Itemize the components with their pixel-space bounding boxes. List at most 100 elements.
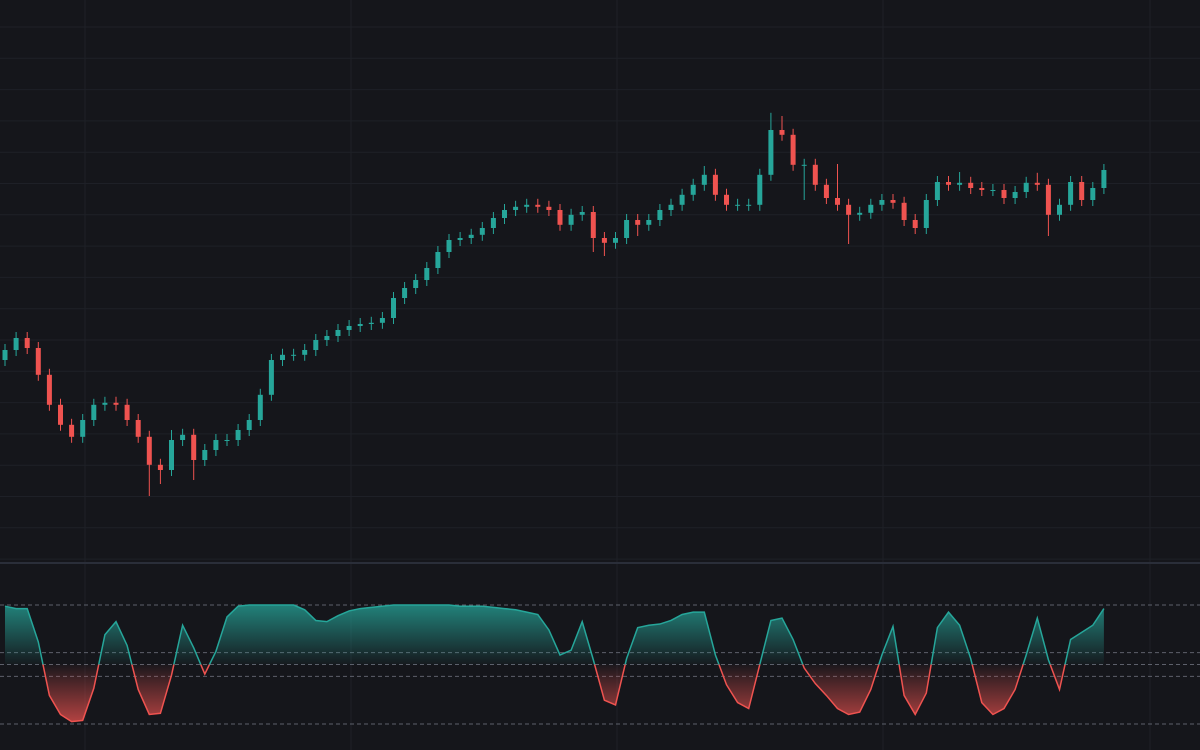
candle-body: [946, 182, 951, 185]
candle-body: [391, 298, 396, 318]
candle-body: [757, 174, 763, 205]
candle-body: [479, 228, 485, 235]
candle-body: [668, 204, 674, 210]
candle-body: [1001, 190, 1007, 198]
candle-body: [24, 338, 30, 348]
candle-body: [790, 134, 796, 165]
candle-body: [424, 268, 430, 280]
area-fill-down: [5, 664, 1104, 722]
candle-body: [990, 190, 996, 191]
candle-body: [235, 430, 241, 440]
candle-body: [180, 434, 186, 440]
candle-body: [868, 204, 874, 213]
candle-body: [13, 338, 19, 350]
candle-body: [901, 202, 907, 220]
candle-body: [335, 330, 341, 336]
candle-body: [679, 194, 685, 205]
candle-body: [446, 240, 452, 252]
candle-body: [157, 464, 163, 470]
candle-body: [1012, 192, 1018, 198]
candle-body: [1023, 182, 1029, 192]
price-pane: [2, 112, 1107, 496]
candle-body: [135, 420, 141, 437]
candle-body: [246, 420, 252, 430]
candle-body: [169, 440, 174, 470]
candle-body: [513, 206, 519, 210]
candle-body: [313, 340, 319, 350]
candle-body: [1034, 182, 1040, 185]
candle-body: [846, 204, 852, 215]
oscillator-pane: [0, 604, 1200, 725]
candle-body: [835, 198, 840, 205]
candle-body: [823, 184, 829, 198]
candle-body: [1101, 170, 1107, 188]
candle-body: [624, 220, 630, 238]
candle-body: [224, 440, 230, 441]
candle-body: [568, 214, 574, 225]
candle-body: [102, 402, 108, 405]
candle-body: [257, 394, 263, 420]
candle-body: [1068, 182, 1074, 205]
candle-body: [890, 200, 896, 203]
candle-body: [768, 130, 774, 175]
candle-body: [879, 200, 885, 205]
candle-body: [268, 360, 274, 395]
candle-body: [613, 238, 618, 243]
candle-body: [35, 348, 41, 375]
candle-body: [735, 204, 741, 206]
candle-body: [213, 440, 219, 450]
candle-body: [912, 220, 918, 228]
candle-body: [58, 404, 63, 425]
candle-body: [546, 206, 552, 210]
candle-body: [113, 402, 119, 405]
candle-body: [468, 234, 474, 238]
candle-body: [801, 164, 807, 166]
candle-body: [657, 210, 663, 220]
candle-body: [1057, 204, 1062, 215]
candle-body: [46, 374, 52, 405]
candle-body: [1045, 184, 1051, 215]
candle-body: [80, 420, 86, 437]
candle-body: [346, 326, 352, 330]
candle-body: [557, 210, 563, 225]
oscillator-line-down: [42, 664, 1066, 723]
candle-body: [635, 220, 641, 225]
candle-body: [379, 318, 385, 323]
candle-body: [413, 280, 419, 288]
candle-body: [934, 182, 940, 200]
candle-body: [324, 336, 330, 340]
candle-body: [280, 354, 285, 360]
candle-body: [746, 204, 752, 206]
candle-body: [535, 204, 541, 207]
candle-body: [368, 322, 374, 324]
candle-body: [979, 188, 985, 190]
candle-body: [1079, 182, 1085, 200]
candle-body: [69, 424, 75, 437]
candle-body: [457, 238, 463, 240]
candle-body: [712, 174, 718, 195]
candle-body: [124, 404, 130, 420]
candle-body: [91, 404, 97, 420]
candle-body: [601, 238, 607, 243]
candle-body: [590, 212, 596, 238]
candle-body: [291, 354, 297, 356]
candle-body: [579, 212, 585, 215]
candle-body: [302, 350, 308, 355]
candle-body: [701, 174, 707, 185]
candle-body: [724, 194, 729, 205]
candle-body: [1090, 188, 1096, 200]
oscillator-line-up: [4, 604, 1105, 665]
candle-body: [435, 252, 441, 268]
candle-body: [191, 434, 197, 460]
candle-body: [690, 184, 696, 195]
candle-body: [490, 218, 496, 228]
candle-body: [357, 324, 363, 326]
candle-body: [646, 220, 652, 225]
candle-body: [968, 182, 974, 188]
candle-body: [502, 210, 507, 218]
candle-body: [402, 288, 408, 298]
